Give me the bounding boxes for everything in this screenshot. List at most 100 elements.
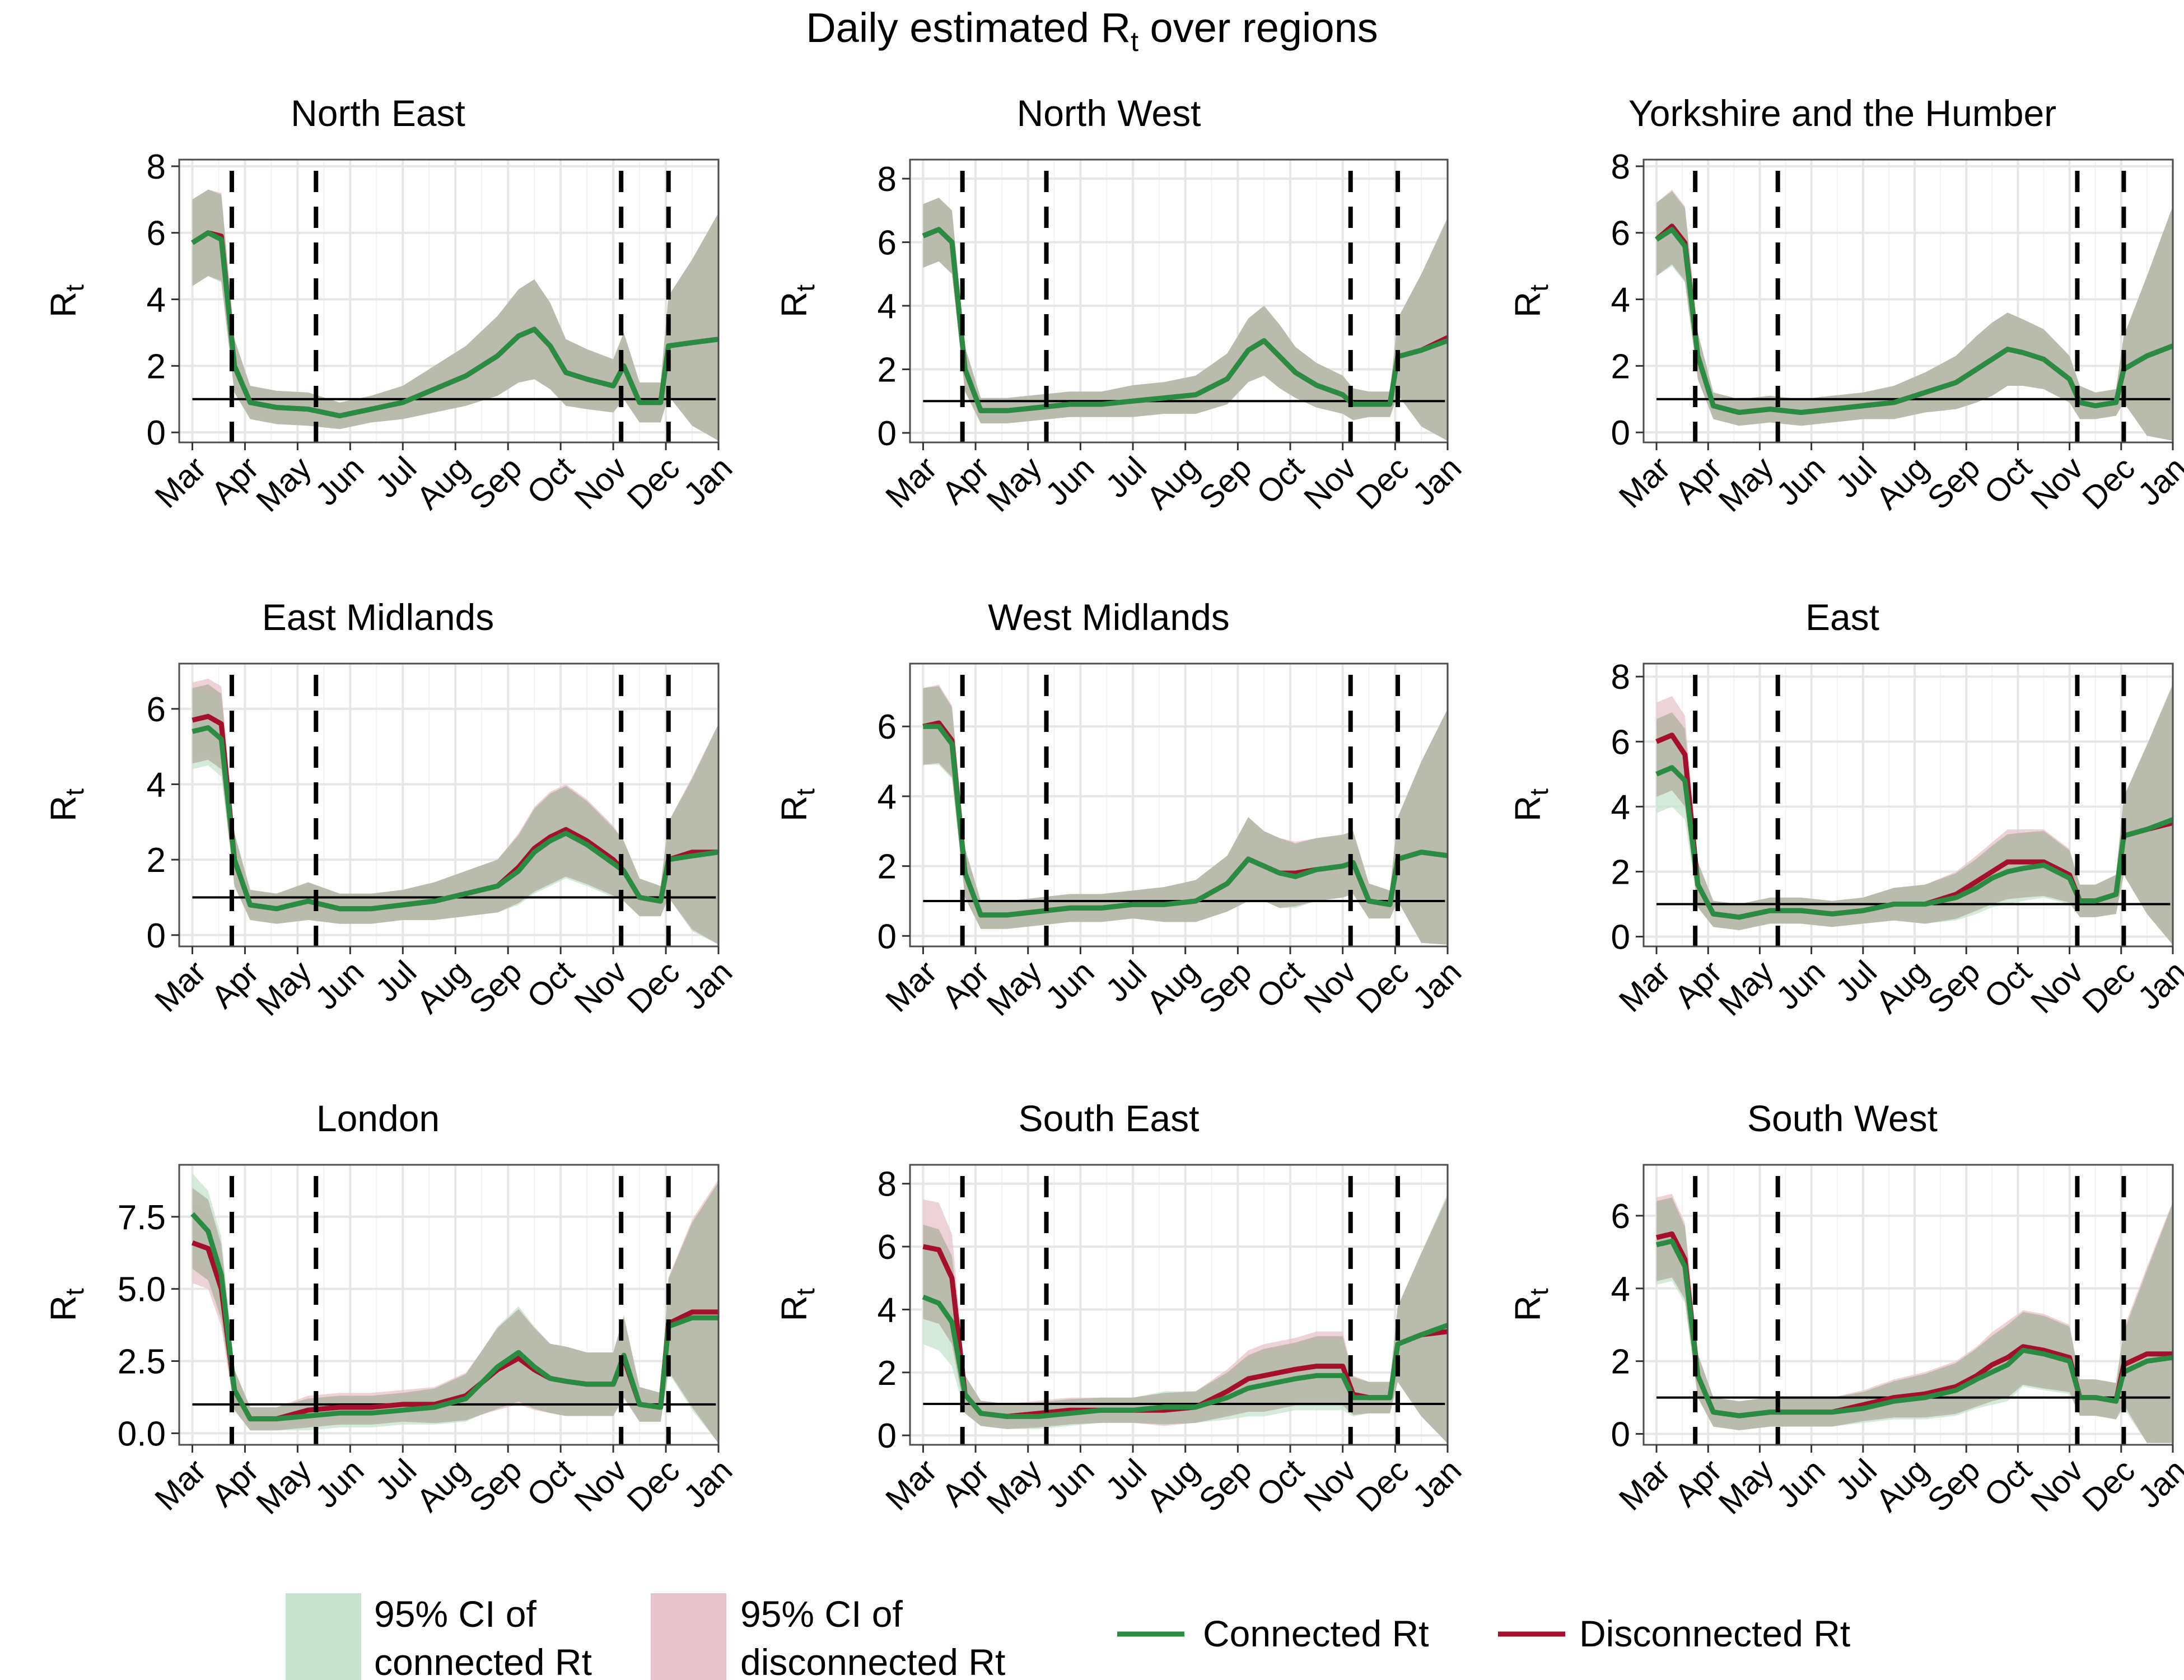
x-tick-label: Nov [567,450,634,516]
x-tick-label: Apr [204,954,266,1015]
y-axis-label-main: R [1508,292,1548,318]
y-tick-label: 4 [878,287,897,326]
x-tick-label: Jun [308,1452,371,1515]
x-tick-label: Dec [2075,1452,2142,1519]
panel: Yorkshire and the Humber02468RtMarAprMay… [1508,92,2184,519]
x-tick-label: Oct [520,450,582,511]
x-tick-label: Aug [1869,954,1935,1020]
x-tick-label: Mar [1612,1452,1678,1518]
y-tick-label: 6 [1611,723,1630,762]
legend-item: 95% CI of connected Rt [286,1593,592,1680]
panel: South East02468RtMarAprMayJunJulAugSepOc… [774,1098,1468,1522]
x-tick-label: Jun [1770,450,1832,512]
x-tick-label: Mar [879,954,944,1019]
y-axis-label-sub: t [60,788,89,796]
x-tick-label: Sep [1920,450,1987,516]
y-tick-label: 8 [147,148,166,186]
panel-title: North West [1017,92,1201,134]
y-tick-label: 2 [1611,1343,1630,1382]
legend-label: connected Rt [374,1641,592,1680]
y-tick-label: 6 [878,708,897,746]
y-tick-label: 0 [878,414,897,453]
y-axis-label-sub: t [60,284,89,292]
y-tick-label: 0 [147,414,166,452]
x-tick-label: Dec [620,450,687,516]
x-tick-label: Mar [1612,954,1678,1019]
legend-item: Disconnected Rt [1498,1613,1850,1654]
x-tick-label: Sep [1192,1452,1259,1519]
x-tick-label: Aug [1869,450,1935,516]
x-tick-label: Dec [2075,954,2142,1020]
y-axis-label: Rt [43,788,89,822]
x-tick-label: May [1711,1452,1780,1521]
y-axis-label-sub: t [1524,1288,1553,1295]
legend-swatch [286,1593,361,1680]
legend-label: Connected Rt [1203,1613,1429,1654]
y-tick-label: 8 [878,1165,897,1204]
x-tick-label: Aug [1140,450,1206,516]
x-tick-label: Nov [1297,1452,1364,1519]
x-tick-label: Mar [1612,450,1678,515]
y-tick-label: 4 [1611,1270,1630,1309]
x-tick-label: Aug [409,954,476,1020]
y-axis-label-main: R [774,796,814,822]
x-tick-label: Jun [308,450,371,512]
x-tick-label: Oct [1977,450,2039,511]
panel-frame [909,158,1449,444]
x-tick-label: May [249,1452,318,1521]
x-tick-label: Jan [2131,450,2184,512]
x-tick-label: Mar [148,954,213,1019]
legend-label: 95% CI of [374,1593,536,1635]
y-axis-label-sub: t [791,284,820,292]
panel: London0.02.55.07.5RtMarAprMayJunJulAugSe… [43,1098,739,1522]
x-tick-label: Oct [1249,1452,1311,1514]
x-tick-label: Sep [1192,450,1259,516]
y-axis-label: Rt [1508,284,1553,318]
x-tick-label: Jan [1406,1452,1468,1515]
x-tick-label: Sep [462,954,529,1020]
x-tick-label: Jun [1038,1452,1101,1515]
x-tick-label: Nov [2024,450,2090,516]
x-tick-label: Aug [1140,1452,1206,1519]
x-tick-label: Jun [308,954,371,1016]
y-tick-label: 4 [878,778,897,816]
ci-band-overlap [923,1196,1448,1444]
ci-band-overlap [923,198,1448,441]
y-axis-label: Rt [774,1288,820,1321]
x-tick-label: Nov [1297,954,1364,1020]
y-tick-label: 6 [147,690,166,729]
series-line-connected [923,724,1448,918]
x-tick-label: Dec [620,954,687,1020]
x-tick-label: May [979,954,1048,1023]
y-axis-label: Rt [1508,788,1553,822]
ci-band-overlap [1656,1197,2173,1443]
panel-grid: North East02468RtMarAprMayJunJulAugSepOc… [43,92,2184,1522]
x-tick-label: Oct [520,954,582,1015]
x-tick-label: Mar [148,1452,213,1518]
y-axis-label: Rt [774,284,820,318]
y-axis-label-main: R [774,292,814,318]
y-tick-label: 6 [147,214,166,253]
panel-title: London [316,1098,440,1139]
y-tick-label: 8 [878,160,897,199]
x-tick-label: Mar [879,450,944,515]
y-axis-label: Rt [43,284,89,318]
x-tick-label: Dec [1350,1452,1416,1519]
panel: East Midlands0246RtMarAprMayJunJulAugSep… [43,596,739,1023]
legend-label: Disconnected Rt [1579,1613,1850,1654]
x-tick-label: Oct [1249,450,1311,511]
y-axis-label-main: R [43,292,83,318]
panel-title: South West [1747,1098,1938,1139]
x-tick-label: Sep [462,450,529,516]
panel-title: East Midlands [262,596,494,638]
legend-item: 95% CI of disconnected Rt [651,1593,1005,1680]
y-tick-label: 2 [1611,853,1630,892]
x-tick-label: Apr [935,1452,996,1514]
y-tick-label: 0 [1611,1416,1630,1454]
series-line-connected [191,230,719,418]
x-tick-label: Jan [2131,1452,2184,1515]
ci-band-overlap [192,1182,718,1444]
x-tick-label: Oct [520,1452,582,1514]
panel-frame [1642,662,2174,948]
